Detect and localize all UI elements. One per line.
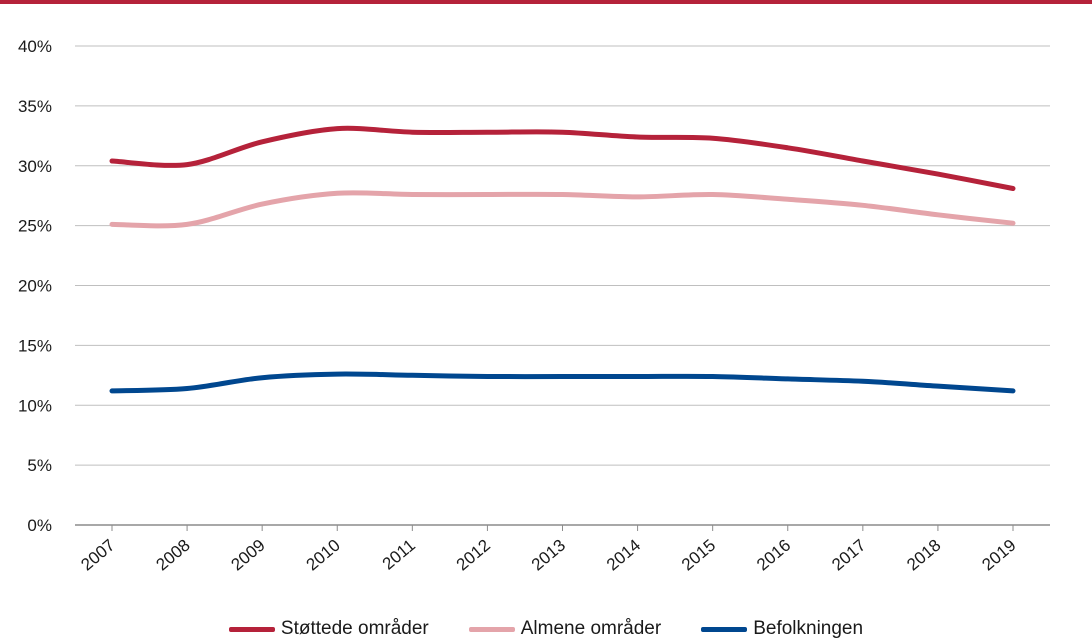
series-line-2 [109,371,1016,394]
x-tick-label: 2009 [228,536,269,575]
legend-label-almene: Almene områder [520,618,662,639]
x-tick-label: 2017 [828,536,869,575]
series-line-1 [109,190,1016,229]
y-tick-label: 10% [18,396,52,415]
y-tick-label: 15% [18,336,52,355]
x-tick-label: 2008 [152,536,193,575]
legend-swatch-almene [468,626,515,632]
y-tick-label: 5% [27,456,52,475]
top-accent-rule [0,0,1092,4]
x-tick-label: 2011 [379,536,419,574]
legend-item-stottede: Støttede områder [228,618,429,640]
x-tick-label: 2015 [678,536,719,575]
series-line-0 [109,125,1016,191]
x-tick-label: 2012 [453,536,494,575]
line-chart: 0%5%10%15%20%25%30%35%40% 2007 2008 2009 20… [18,37,1050,575]
legend-swatch-befolkningen [701,626,748,632]
x-tick-label: 2010 [303,536,344,575]
legend-label-befolkningen: Befolkningen [753,618,864,639]
y-tick-label: 0% [27,516,52,535]
x-tick-label: 2016 [753,536,794,575]
y-tick-label: 25% [18,217,52,236]
legend-item-almene: Almene områder [468,618,662,640]
legend-swatch-stottede [228,626,275,632]
x-tick-label: 2007 [77,536,118,575]
y-tick-label: 30% [18,157,52,176]
x-tick-label: 2018 [903,536,944,575]
gridlines [75,45,1050,526]
x-axis-ticks: 2007 2008 2009 2010 2011 2012 2013 2014 2015 2016… [77,525,1020,575]
y-tick-label: 20% [18,277,52,296]
x-tick-label: 2013 [528,536,569,575]
x-tick-label: 2014 [603,536,644,575]
legend-item-befolkningen: Befolkningen [701,618,863,640]
y-tick-label: 40% [18,37,52,56]
y-axis-ticks: 0% 5% 10% 15% 20% 25% 30% 35% 40% [18,37,52,535]
legend-label-stottede: Støttede områder [280,618,429,639]
series-lines [109,125,1016,394]
x-tick-label: 2019 [978,536,1019,575]
y-tick-label: 35% [18,97,52,116]
chart-legend: Støttede områder Almene områder Befolkni… [0,616,1092,642]
